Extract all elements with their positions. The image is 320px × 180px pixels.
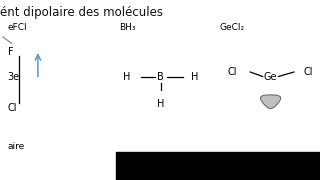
- Text: H: H: [191, 71, 198, 82]
- Text: B: B: [157, 71, 164, 82]
- Text: Cl: Cl: [8, 103, 17, 113]
- Text: H: H: [123, 71, 131, 82]
- Text: H: H: [157, 99, 164, 109]
- Text: Ge: Ge: [264, 71, 277, 82]
- Text: Cl: Cl: [304, 67, 313, 77]
- Bar: [116, 152, 320, 180]
- Text: GeCl₂: GeCl₂: [220, 23, 245, 32]
- Text: 3e: 3e: [8, 72, 20, 82]
- Text: eFCl: eFCl: [8, 23, 27, 32]
- Text: ént dipolaire des molécules: ént dipolaire des molécules: [0, 6, 163, 19]
- Text: aire: aire: [8, 142, 25, 151]
- Text: F: F: [8, 47, 13, 57]
- Text: Cl: Cl: [228, 67, 237, 77]
- Polygon shape: [260, 95, 281, 109]
- Text: BH₃: BH₃: [119, 23, 136, 32]
